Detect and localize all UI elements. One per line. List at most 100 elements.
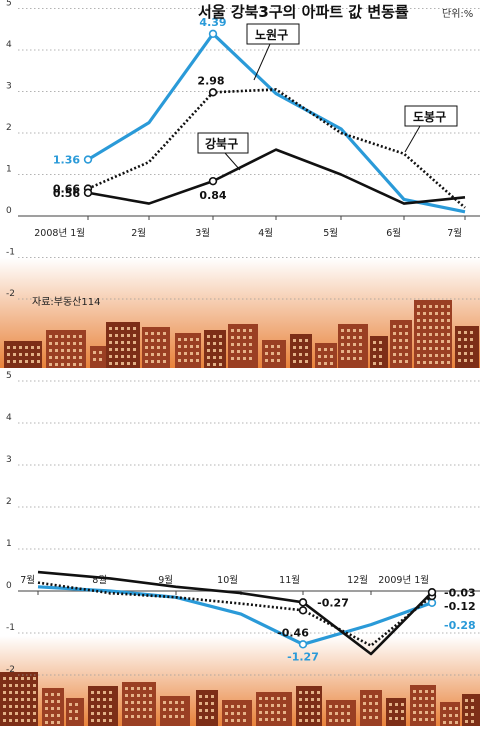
y-tick-label: -2 bbox=[6, 665, 15, 675]
building-window bbox=[393, 332, 396, 335]
y-tick-label: 3 bbox=[6, 82, 12, 92]
x-tick-label: 5월 bbox=[323, 227, 338, 239]
building-window bbox=[49, 356, 52, 359]
building-window bbox=[447, 305, 450, 308]
building-window bbox=[335, 719, 338, 722]
building-window bbox=[145, 332, 148, 335]
building-window bbox=[21, 705, 24, 708]
building-window bbox=[347, 336, 350, 339]
building-window bbox=[299, 353, 302, 356]
building-window bbox=[417, 319, 420, 322]
building-window bbox=[75, 717, 78, 720]
building-window bbox=[353, 357, 356, 360]
building-window bbox=[51, 707, 54, 710]
building-window bbox=[441, 319, 444, 322]
building-window bbox=[79, 342, 82, 345]
building-window bbox=[435, 305, 438, 308]
building-window bbox=[115, 334, 118, 337]
y-tick-label: 1 bbox=[6, 539, 12, 549]
building-window bbox=[417, 361, 420, 364]
building-window bbox=[419, 718, 422, 721]
building-window bbox=[324, 355, 327, 358]
building-window bbox=[341, 712, 344, 715]
legend-gangbuk-label: 강북구 bbox=[205, 137, 238, 151]
building-window bbox=[305, 339, 308, 342]
building-window bbox=[67, 356, 70, 359]
building-window bbox=[27, 698, 30, 701]
building-window bbox=[329, 712, 332, 715]
building-window bbox=[213, 335, 216, 338]
building-window bbox=[431, 690, 434, 693]
series-top: 1.36 4.39 0.66 2.98 0.56 0.84 bbox=[53, 16, 466, 214]
building-window bbox=[157, 360, 160, 363]
building-window bbox=[15, 691, 18, 694]
building-window bbox=[61, 356, 64, 359]
building-window bbox=[277, 345, 280, 348]
building-window bbox=[375, 702, 378, 705]
building-window bbox=[423, 340, 426, 343]
building-window bbox=[7, 353, 10, 356]
building-window bbox=[449, 721, 452, 724]
building-window bbox=[455, 721, 458, 724]
building-window bbox=[9, 712, 12, 715]
building-window bbox=[137, 701, 140, 704]
building-window bbox=[417, 326, 420, 329]
building-window bbox=[335, 712, 338, 715]
building-window bbox=[31, 360, 34, 363]
building-window bbox=[243, 336, 246, 339]
building-window bbox=[145, 339, 148, 342]
building-window bbox=[190, 338, 193, 341]
building-window bbox=[417, 354, 420, 357]
building-window bbox=[125, 687, 128, 690]
building-window bbox=[305, 698, 308, 701]
building-window bbox=[237, 719, 240, 722]
building-window bbox=[399, 353, 402, 356]
x-tick-label: 2월 bbox=[131, 227, 146, 239]
building-window bbox=[429, 312, 432, 315]
building-window bbox=[157, 339, 160, 342]
building-window bbox=[109, 327, 112, 330]
building-window bbox=[190, 359, 193, 362]
building-window bbox=[143, 687, 146, 690]
building-window bbox=[121, 341, 124, 344]
data-label: -1.27 bbox=[287, 650, 319, 663]
data-label: 0.66 bbox=[53, 183, 80, 196]
building-window bbox=[149, 687, 152, 690]
building-window bbox=[441, 333, 444, 336]
building-window bbox=[305, 353, 308, 356]
building-window bbox=[184, 359, 187, 362]
building-window bbox=[231, 329, 234, 332]
series-bottom: -1.27 -0.28 -0.46 -0.12 -0.27 -0.03 bbox=[37, 570, 476, 663]
building-window bbox=[441, 340, 444, 343]
building-window bbox=[347, 705, 350, 708]
building-window bbox=[293, 360, 296, 363]
building-window bbox=[470, 359, 473, 362]
building-window bbox=[207, 342, 210, 345]
building-window bbox=[151, 346, 154, 349]
building-window bbox=[45, 707, 48, 710]
building-window bbox=[31, 346, 34, 349]
building-window bbox=[9, 691, 12, 694]
building-window bbox=[369, 709, 372, 712]
building-window bbox=[27, 677, 30, 680]
building-window bbox=[199, 716, 202, 719]
building-window bbox=[9, 698, 12, 701]
building-window bbox=[103, 719, 106, 722]
building-window bbox=[21, 719, 24, 722]
building-window bbox=[405, 339, 408, 342]
building-window bbox=[205, 716, 208, 719]
building-window bbox=[441, 347, 444, 350]
building-window bbox=[127, 355, 130, 358]
building-window bbox=[299, 712, 302, 715]
building-window bbox=[259, 718, 262, 721]
building bbox=[90, 346, 106, 368]
building-window bbox=[49, 335, 52, 338]
building-window bbox=[265, 352, 268, 355]
building-window bbox=[464, 345, 467, 348]
building-window bbox=[163, 346, 166, 349]
building-window bbox=[121, 355, 124, 358]
building-window bbox=[211, 695, 214, 698]
building-window bbox=[237, 329, 240, 332]
building-window bbox=[97, 691, 100, 694]
building-window bbox=[196, 352, 199, 355]
